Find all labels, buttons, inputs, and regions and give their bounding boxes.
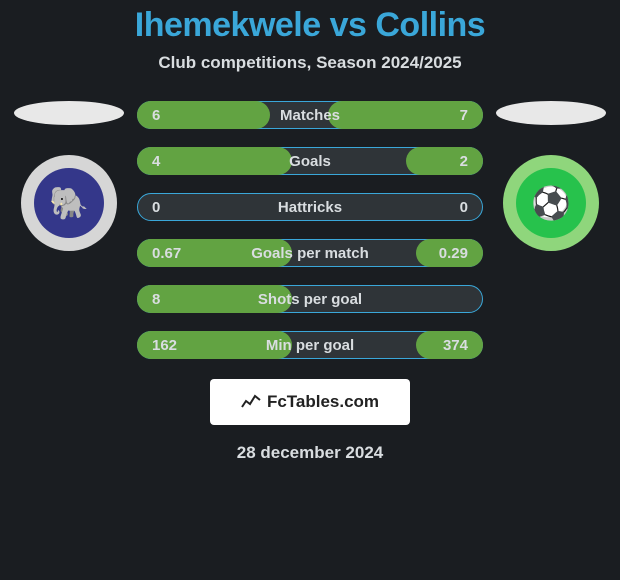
stat-value-right: 0 — [428, 199, 468, 216]
left-player-name-plate — [14, 101, 124, 125]
stat-value-right: 0.29 — [428, 245, 468, 262]
right-player-name-plate — [496, 101, 606, 125]
subtitle: Club competitions, Season 2024/2025 — [158, 53, 461, 73]
stats-column: 6Matches7 4Goals2 0Hattricks0 0.67Goals per… — [137, 101, 483, 359]
stat-value-right: 7 — [428, 107, 468, 124]
left-player-column: 🐘 — [9, 101, 129, 251]
stat-value-right: 2 — [428, 153, 468, 170]
right-club-crest: ⚽ — [503, 155, 599, 251]
stat-label: Shots per goal — [138, 291, 482, 308]
date-text: 28 december 2024 — [237, 443, 384, 463]
football-icon: ⚽ — [516, 168, 586, 238]
stat-row: 8Shots per goal — [137, 285, 483, 313]
watermark-badge: FcTables.com — [210, 379, 410, 425]
chart-icon — [241, 392, 261, 413]
stat-row: 0Hattricks0 — [137, 193, 483, 221]
stat-row: 0.67Goals per match0.29 — [137, 239, 483, 267]
stat-value-right: 374 — [428, 337, 468, 354]
watermark-text: FcTables.com — [267, 392, 379, 412]
left-club-crest: 🐘 — [21, 155, 117, 251]
stat-row: 162Min per goal374 — [137, 331, 483, 359]
stat-row: 6Matches7 — [137, 101, 483, 129]
comparison-content: 🐘 6Matches7 4Goals2 0Hattricks0 0.67Goals p… — [0, 101, 620, 359]
elephant-icon: 🐘 — [34, 168, 104, 238]
page-title: Ihemekwele vs Collins — [135, 6, 485, 45]
right-player-column: ⚽ — [491, 101, 611, 251]
stat-row: 4Goals2 — [137, 147, 483, 175]
